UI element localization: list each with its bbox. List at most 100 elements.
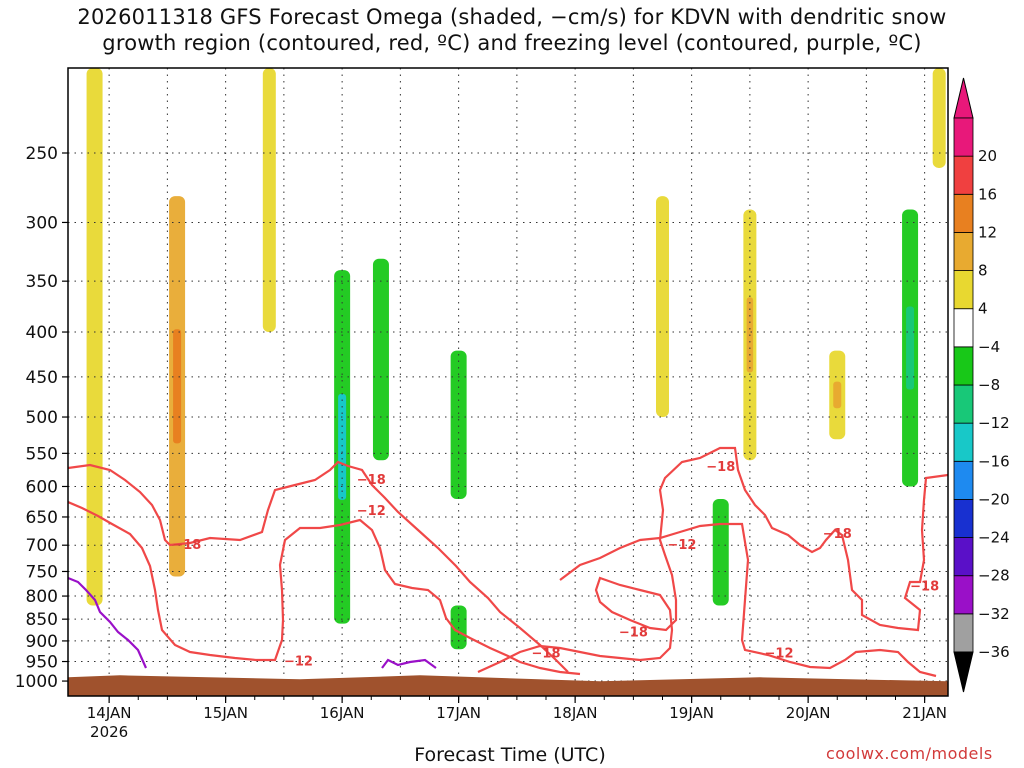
y-tick-label-300: 300 — [26, 213, 58, 233]
y-tick-label-650: 650 — [26, 508, 58, 528]
omega-colorbar: −36 −32 −28 −24 −20 −16 −12 −8 −4 4 8 12 16 20 — [953, 77, 1010, 693]
colorbar-under-arrow — [953, 651, 974, 693]
colorbar-over-arrow — [953, 77, 974, 119]
contour-label-6: −18 — [619, 625, 648, 640]
colorbar-label-10: 4 — [978, 300, 988, 318]
plot-frame — [67, 67, 949, 697]
dgz-contours — [68, 446, 948, 678]
dgz-contour-left — [68, 460, 569, 673]
colorbar-bin-2 — [953, 575, 974, 615]
contour-label-11: −18 — [910, 579, 939, 594]
dgz-contour-labels: −18 −12 −18 −12 −18 −18 −12 −18 −12 −18 −18 — [172, 460, 939, 670]
colorbar-bin-11 — [953, 232, 974, 271]
colorbar-label-2: −32 — [978, 605, 1010, 623]
colorbar-bin-7 — [953, 384, 974, 424]
omega-feature-13 — [932, 68, 946, 168]
y-tick-label-250: 250 — [26, 144, 58, 164]
omega-shading — [86, 68, 946, 650]
dgz-contour-right-2 — [559, 522, 937, 678]
x-tick-label-20jan: 20JAN — [786, 704, 831, 722]
colorbar-bin-9 — [953, 308, 974, 348]
omega-feature-9 — [712, 498, 729, 606]
colorbar-label-7: −12 — [978, 414, 1010, 432]
x-tick-label-14jan: 14JAN — [87, 704, 132, 722]
omega-feature-6 — [450, 350, 467, 499]
colorbar-label-8: −8 — [978, 376, 1000, 394]
source-credit: coolwx.com/models — [826, 744, 993, 763]
colorbar-bin-3 — [953, 537, 974, 577]
y-tick-label-550: 550 — [26, 444, 58, 464]
y-tick-label-700: 700 — [26, 536, 58, 556]
colorbar-label-5: −20 — [978, 490, 1010, 508]
x-tick-label-16jan: 16JAN — [320, 704, 365, 722]
contour-label-4: −12 — [357, 504, 386, 519]
y-tick-label-500: 500 — [26, 408, 58, 428]
y-tick-label-400: 400 — [26, 323, 58, 343]
terrain-ground — [68, 675, 948, 696]
omega-feature-5 — [372, 258, 389, 461]
y-tick-label-450: 450 — [26, 368, 58, 388]
chart-title: 2026011318 GFS Forecast Omega (shaded, −… — [0, 4, 1024, 56]
x-tick-label-19jan: 19JAN — [669, 704, 714, 722]
dgz-contour-right — [477, 446, 948, 674]
x-tick-label-21jan: 21JAN — [902, 704, 947, 722]
freezing-level-line-center — [381, 658, 437, 669]
pressure-axis: 2503003504004505005506006507007508008509… — [15, 144, 68, 692]
colorbar-label-3: −28 — [978, 567, 1010, 585]
omega-feature-core-12 — [906, 306, 915, 390]
colorbar-bin-8 — [953, 346, 974, 386]
ground-terrain — [68, 675, 948, 696]
y-tick-label-850: 850 — [26, 610, 58, 630]
omega-feature-core-2 — [173, 329, 182, 444]
colorbar-label-11: 8 — [978, 262, 988, 280]
colorbar-label-14: 20 — [978, 147, 997, 165]
x-tick-label-15jan: 15JAN — [203, 704, 248, 722]
y-tick-label-1000: 1000 — [15, 672, 58, 692]
chart-title-line-2: growth region (contoured, red, ºC) and f… — [102, 31, 922, 55]
colorbar-label-12: 12 — [978, 223, 997, 241]
colorbar-bin-5 — [953, 460, 974, 500]
colorbar-bin-14 — [953, 117, 974, 157]
x-axis-label: Forecast Time (UTC) — [414, 744, 606, 766]
y-tick-label-600: 600 — [26, 477, 58, 497]
omega-feature-3 — [262, 68, 276, 333]
x-tick-sublabel: 2026 — [90, 723, 128, 741]
omega-feature-core-11 — [833, 381, 842, 409]
x-tick-label-18jan: 18JAN — [553, 704, 598, 722]
colorbar-label-1: −36 — [978, 643, 1010, 661]
y-tick-label-900: 900 — [26, 632, 58, 652]
grid-lines — [68, 68, 948, 696]
omega-feature-1 — [86, 68, 103, 606]
y-tick-label-350: 350 — [26, 272, 58, 292]
colorbar-label-9: −4 — [978, 338, 1000, 356]
y-tick-label-950: 950 — [26, 653, 58, 673]
contour-label-5: −18 — [532, 646, 561, 661]
contour-label-2: −12 — [284, 655, 313, 670]
contour-label-9: −12 — [765, 646, 794, 661]
colorbar-label-4: −24 — [978, 529, 1010, 547]
contour-label-3: −18 — [357, 473, 386, 488]
contour-label-1: −18 — [172, 538, 201, 553]
y-tick-label-750: 750 — [26, 562, 58, 582]
contour-label-8: −18 — [706, 460, 735, 475]
colorbar-bin-12 — [953, 193, 974, 233]
colorbar-bin-13 — [953, 155, 974, 195]
colorbar-bin-4 — [953, 499, 974, 538]
contour-label-10: −18 — [823, 527, 852, 542]
chart-title-line-1: 2026011318 GFS Forecast Omega (shaded, −… — [77, 5, 947, 29]
colorbar-bin-10 — [953, 270, 974, 310]
x-tick-label-17jan: 17JAN — [436, 704, 481, 722]
colorbar-bin-6 — [953, 422, 974, 462]
dgz-contour-left-2 — [68, 500, 581, 676]
freezing-level-contours — [68, 576, 437, 669]
colorbar-label-6: −16 — [978, 452, 1010, 470]
colorbar-bin-1 — [953, 613, 974, 653]
freezing-level-line-left — [68, 576, 148, 669]
colorbar-label-13: 16 — [978, 185, 997, 203]
omega-feature-core-4 — [338, 393, 347, 500]
contour-label-7: −12 — [667, 538, 696, 553]
y-tick-label-800: 800 — [26, 587, 58, 607]
omega-feature-8 — [656, 196, 669, 418]
